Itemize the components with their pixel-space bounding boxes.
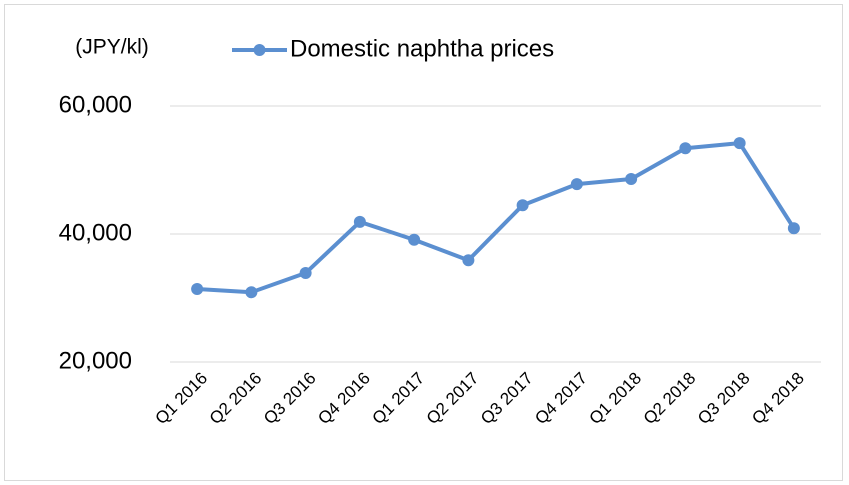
legend-marker [253,44,266,56]
legend-label: Domestic naphtha prices [290,35,554,62]
point [353,215,366,228]
y-axis-label: (JPY/kl) [75,36,149,59]
point [625,172,638,185]
point [299,267,312,280]
y-tick-label: 40,000 [59,219,132,246]
point [679,142,692,155]
point [245,286,258,299]
point [516,199,529,212]
series-line [197,141,796,295]
y-tick-label: 60,000 [59,91,132,118]
y-tick-label: 20,000 [59,347,132,374]
point [191,283,204,296]
point [733,137,746,150]
point [787,222,800,235]
point [462,254,475,267]
point [570,178,583,191]
point [408,233,421,246]
